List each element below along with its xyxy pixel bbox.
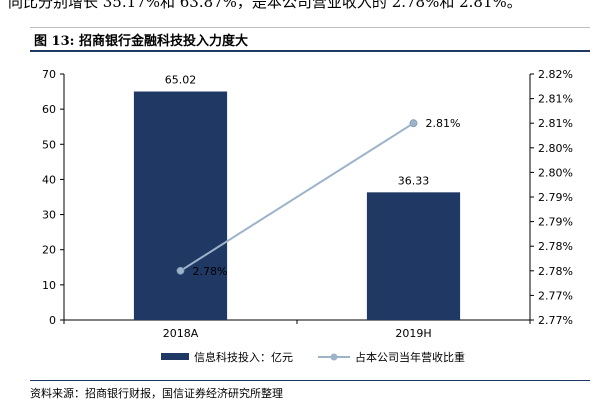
right-axis-tick-label: 2.78%: [538, 240, 573, 253]
left-axis-tick-label: 60: [42, 103, 56, 116]
right-axis-tick-label: 2.77%: [538, 289, 573, 302]
line-point: [176, 266, 185, 275]
right-axis-tick-label: 2.82%: [538, 68, 573, 81]
bar: [133, 91, 228, 320]
source-note: 资料来源：招商银行财报，国信证券经济研究所整理: [30, 380, 590, 401]
bar-data-label: 65.02: [165, 74, 197, 87]
left-axis-tick-label: 20: [42, 244, 56, 257]
series-line: [179, 122, 415, 272]
x-axis-tick-label: 2018A: [163, 327, 199, 340]
right-axis-tick-label: 2.79%: [538, 216, 573, 229]
line-data-label: 2.81%: [426, 117, 461, 130]
figure-header: 图 13: 招商银行金融科技投入力度大: [30, 27, 590, 52]
legend-label-bar: 信息科技投入：亿元: [194, 350, 293, 364]
legend-swatch-bar: [161, 353, 189, 360]
right-axis-tick-label: 2.81%: [538, 93, 573, 106]
line-point: [409, 119, 418, 128]
chart-line: [176, 119, 418, 275]
left-axis-tick-label: 30: [42, 209, 56, 222]
right-axis-tick-label: 2.80%: [538, 166, 573, 179]
legend-swatch-marker: [330, 353, 338, 361]
legend-label-line: 占本公司当年营收比重: [355, 350, 465, 364]
chart-bars: [133, 91, 461, 320]
bar: [366, 192, 461, 320]
left-axis-tick-label: 0: [49, 314, 56, 327]
left-axis-tick-label: 70: [42, 68, 56, 81]
right-axis-tick-label: 2.81%: [538, 117, 573, 130]
right-axis-tick-label: 2.80%: [538, 142, 573, 155]
left-axis-tick-label: 50: [42, 138, 56, 151]
x-axis-tick-label: 2019H: [395, 327, 431, 340]
figure-title: 图 13: 招商银行金融科技投入力度大: [34, 34, 248, 49]
chart-legend: 信息科技投入：亿元 占本公司当年营收比重: [161, 350, 465, 364]
chart-data-labels: 65.02 36.33 2.78% 2.81%: [165, 74, 461, 278]
right-axis-tick-label: 2.78%: [538, 265, 573, 278]
left-axis-tick-label: 40: [42, 173, 56, 186]
right-axis-tick-label: 2.79%: [538, 191, 573, 204]
chart-axes: 0 10 20 30 40 50 60 70 2.77% 2.77% 2.78% 2.78% 2.79%…: [42, 68, 573, 340]
right-axis-tick-label: 2.77%: [538, 314, 573, 327]
intro-text: 同比分别增长 35.17%和 63.87%，是本公司营业收入的 2.78%和 2…: [8, 0, 522, 11]
bar-data-label: 36.33: [398, 174, 430, 187]
left-axis-tick-label: 10: [42, 279, 56, 292]
line-data-label: 2.78%: [193, 265, 228, 278]
